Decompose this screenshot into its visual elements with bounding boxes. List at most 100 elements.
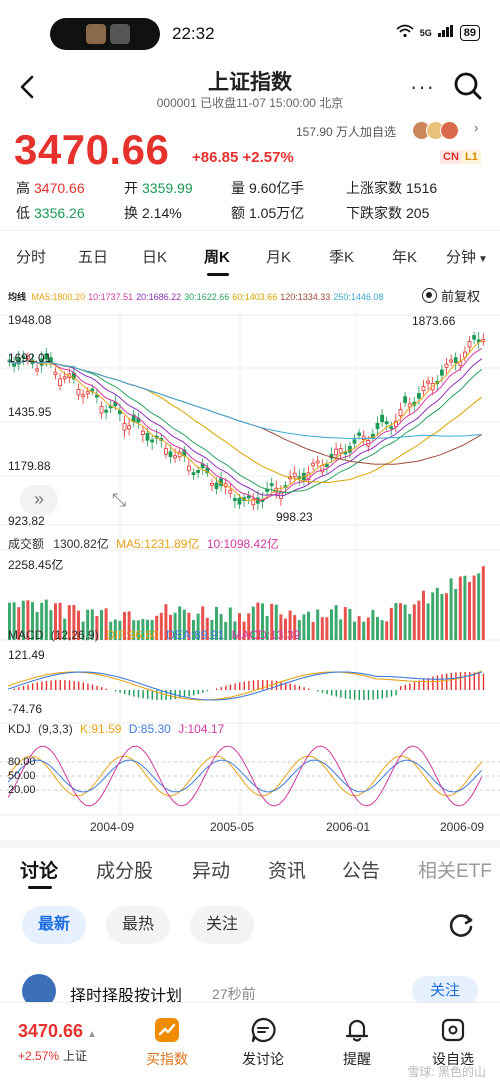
refresh-icon[interactable] <box>446 910 476 940</box>
fullscreen-icon[interactable]: ⤡ <box>111 490 127 510</box>
tab-weekly-k[interactable]: 周K <box>204 249 230 266</box>
ma-legend-prefix: 均线 <box>8 292 27 302</box>
wifi-icon <box>396 24 414 41</box>
tab-constituents[interactable]: 成分股 <box>96 861 154 882</box>
volume-bar <box>173 612 177 640</box>
candle-body <box>352 439 357 444</box>
tab-daily-k[interactable]: 日K <box>142 249 168 266</box>
follow-button[interactable]: 关注 <box>412 976 478 1006</box>
volume-bar <box>8 602 11 640</box>
post-item[interactable]: 择时择股按计划 27秒前 关注 <box>0 966 500 1008</box>
macd-bar <box>68 680 71 690</box>
candle-body <box>444 363 449 368</box>
macd-bar <box>41 681 43 690</box>
macd-bar <box>179 690 181 699</box>
chip-hottest[interactable]: 最热 <box>106 906 171 944</box>
tab-news[interactable]: 资讯 <box>268 861 307 882</box>
macd-bar <box>469 672 471 690</box>
macd-bar <box>193 690 195 696</box>
volume-bar <box>343 607 347 640</box>
candle-body <box>205 467 210 474</box>
candle-body <box>476 339 481 343</box>
candle-body <box>232 498 237 501</box>
level-badge-l1[interactable]: L1 <box>462 150 481 164</box>
kdj-level-50: 50.00 <box>8 770 36 782</box>
search-icon[interactable] <box>452 70 484 102</box>
volume-bar <box>449 578 453 640</box>
tab-monthly-k[interactable]: 月K <box>266 249 292 266</box>
tab-related-etf[interactable]: 相关ETF <box>418 861 492 882</box>
volume-bar <box>422 590 425 640</box>
tab-five-day[interactable]: 五日 <box>78 249 109 266</box>
add-watchlist-button[interactable]: 设自选 <box>418 1017 488 1069</box>
volume-bar <box>58 602 62 640</box>
candle-body <box>416 393 421 399</box>
macd-bar <box>32 683 34 690</box>
stat-high: 高 3470.66 <box>16 180 85 196</box>
restore-toggle[interactable]: 前复权 <box>422 286 480 305</box>
post-discussion-button[interactable]: 发讨论 <box>228 1017 298 1069</box>
chevron-right-icon[interactable]: › <box>474 120 479 135</box>
macd-bar <box>446 673 448 690</box>
tab-quarterly-k[interactable]: 季K <box>329 249 355 266</box>
follower-avatars[interactable] <box>412 121 470 141</box>
volume-bar <box>302 614 306 640</box>
candle-body <box>145 432 150 441</box>
sort-chips: 最新 最热 关注 <box>0 906 500 946</box>
volume-bar <box>54 603 57 640</box>
candle-body <box>357 432 362 436</box>
candle-body <box>168 451 173 457</box>
tab-yearly-k[interactable]: 年K <box>392 249 418 266</box>
post-username[interactable]: 择时择股按计划 <box>70 988 183 1005</box>
macd-bar <box>262 680 264 690</box>
tab-announcements[interactable]: 公告 <box>342 861 381 882</box>
expand-left-icon[interactable]: » <box>20 485 58 515</box>
candle-body <box>21 355 26 359</box>
price-axis-label: 1692.01 <box>8 351 52 365</box>
followers-count[interactable]: 157.90 万人加自选 <box>296 125 397 139</box>
volume-bar <box>141 619 145 640</box>
tab-discuss[interactable]: 讨论 <box>20 861 59 882</box>
ma-legend-item: 10:1737.51 <box>88 292 134 302</box>
candle-body <box>53 371 58 376</box>
more-icon[interactable]: ··· <box>410 74 435 99</box>
volume-bar <box>95 616 99 640</box>
candle-body <box>76 389 81 396</box>
kline-chart[interactable] <box>0 310 500 830</box>
macd-bar <box>326 690 328 695</box>
macd-bar <box>321 690 324 693</box>
page-subtitle: 000001 已收盘11-07 15:00:00 北京 <box>156 96 344 110</box>
volume-bar <box>182 609 186 640</box>
stat-volume: 量 9.60亿手 <box>231 180 305 196</box>
volume-bar <box>169 614 172 640</box>
tab-movements[interactable]: 异动 <box>192 861 231 882</box>
candle-body <box>384 421 389 425</box>
tab-intraday[interactable]: 分时 <box>16 249 47 266</box>
tab-minute[interactable]: 分钟 ▼ <box>446 249 488 266</box>
volume-bar <box>228 607 232 640</box>
macd-bar <box>436 675 439 690</box>
macd-bar <box>400 686 402 690</box>
macd-bar <box>285 682 287 690</box>
candle-body <box>292 472 297 478</box>
macd-bar <box>225 685 227 690</box>
signal-5g-label: 5G <box>419 27 432 38</box>
macd-axis-bottom: -74.76 <box>8 702 43 716</box>
candle-body <box>347 446 352 453</box>
macd-bar <box>160 690 163 700</box>
alert-button[interactable]: 提醒 <box>322 1017 392 1069</box>
volume-bar <box>187 612 191 640</box>
volume-bar <box>481 566 485 640</box>
macd-bar <box>354 690 356 700</box>
chip-following[interactable]: 关注 <box>190 906 255 944</box>
chip-latest[interactable]: 最新 <box>22 906 87 944</box>
candle-body <box>99 406 104 414</box>
back-icon[interactable] <box>16 72 38 102</box>
volume-bar <box>178 606 182 640</box>
ma-line <box>7 358 483 497</box>
discussion-tabs: 讨论 成分股 异动 资讯 公告 相关ETF <box>0 848 500 892</box>
volume-bar <box>109 621 113 640</box>
macd-bar <box>188 690 190 697</box>
buy-index-button[interactable]: 买指数 <box>132 1017 202 1069</box>
volume-bar <box>435 587 439 640</box>
